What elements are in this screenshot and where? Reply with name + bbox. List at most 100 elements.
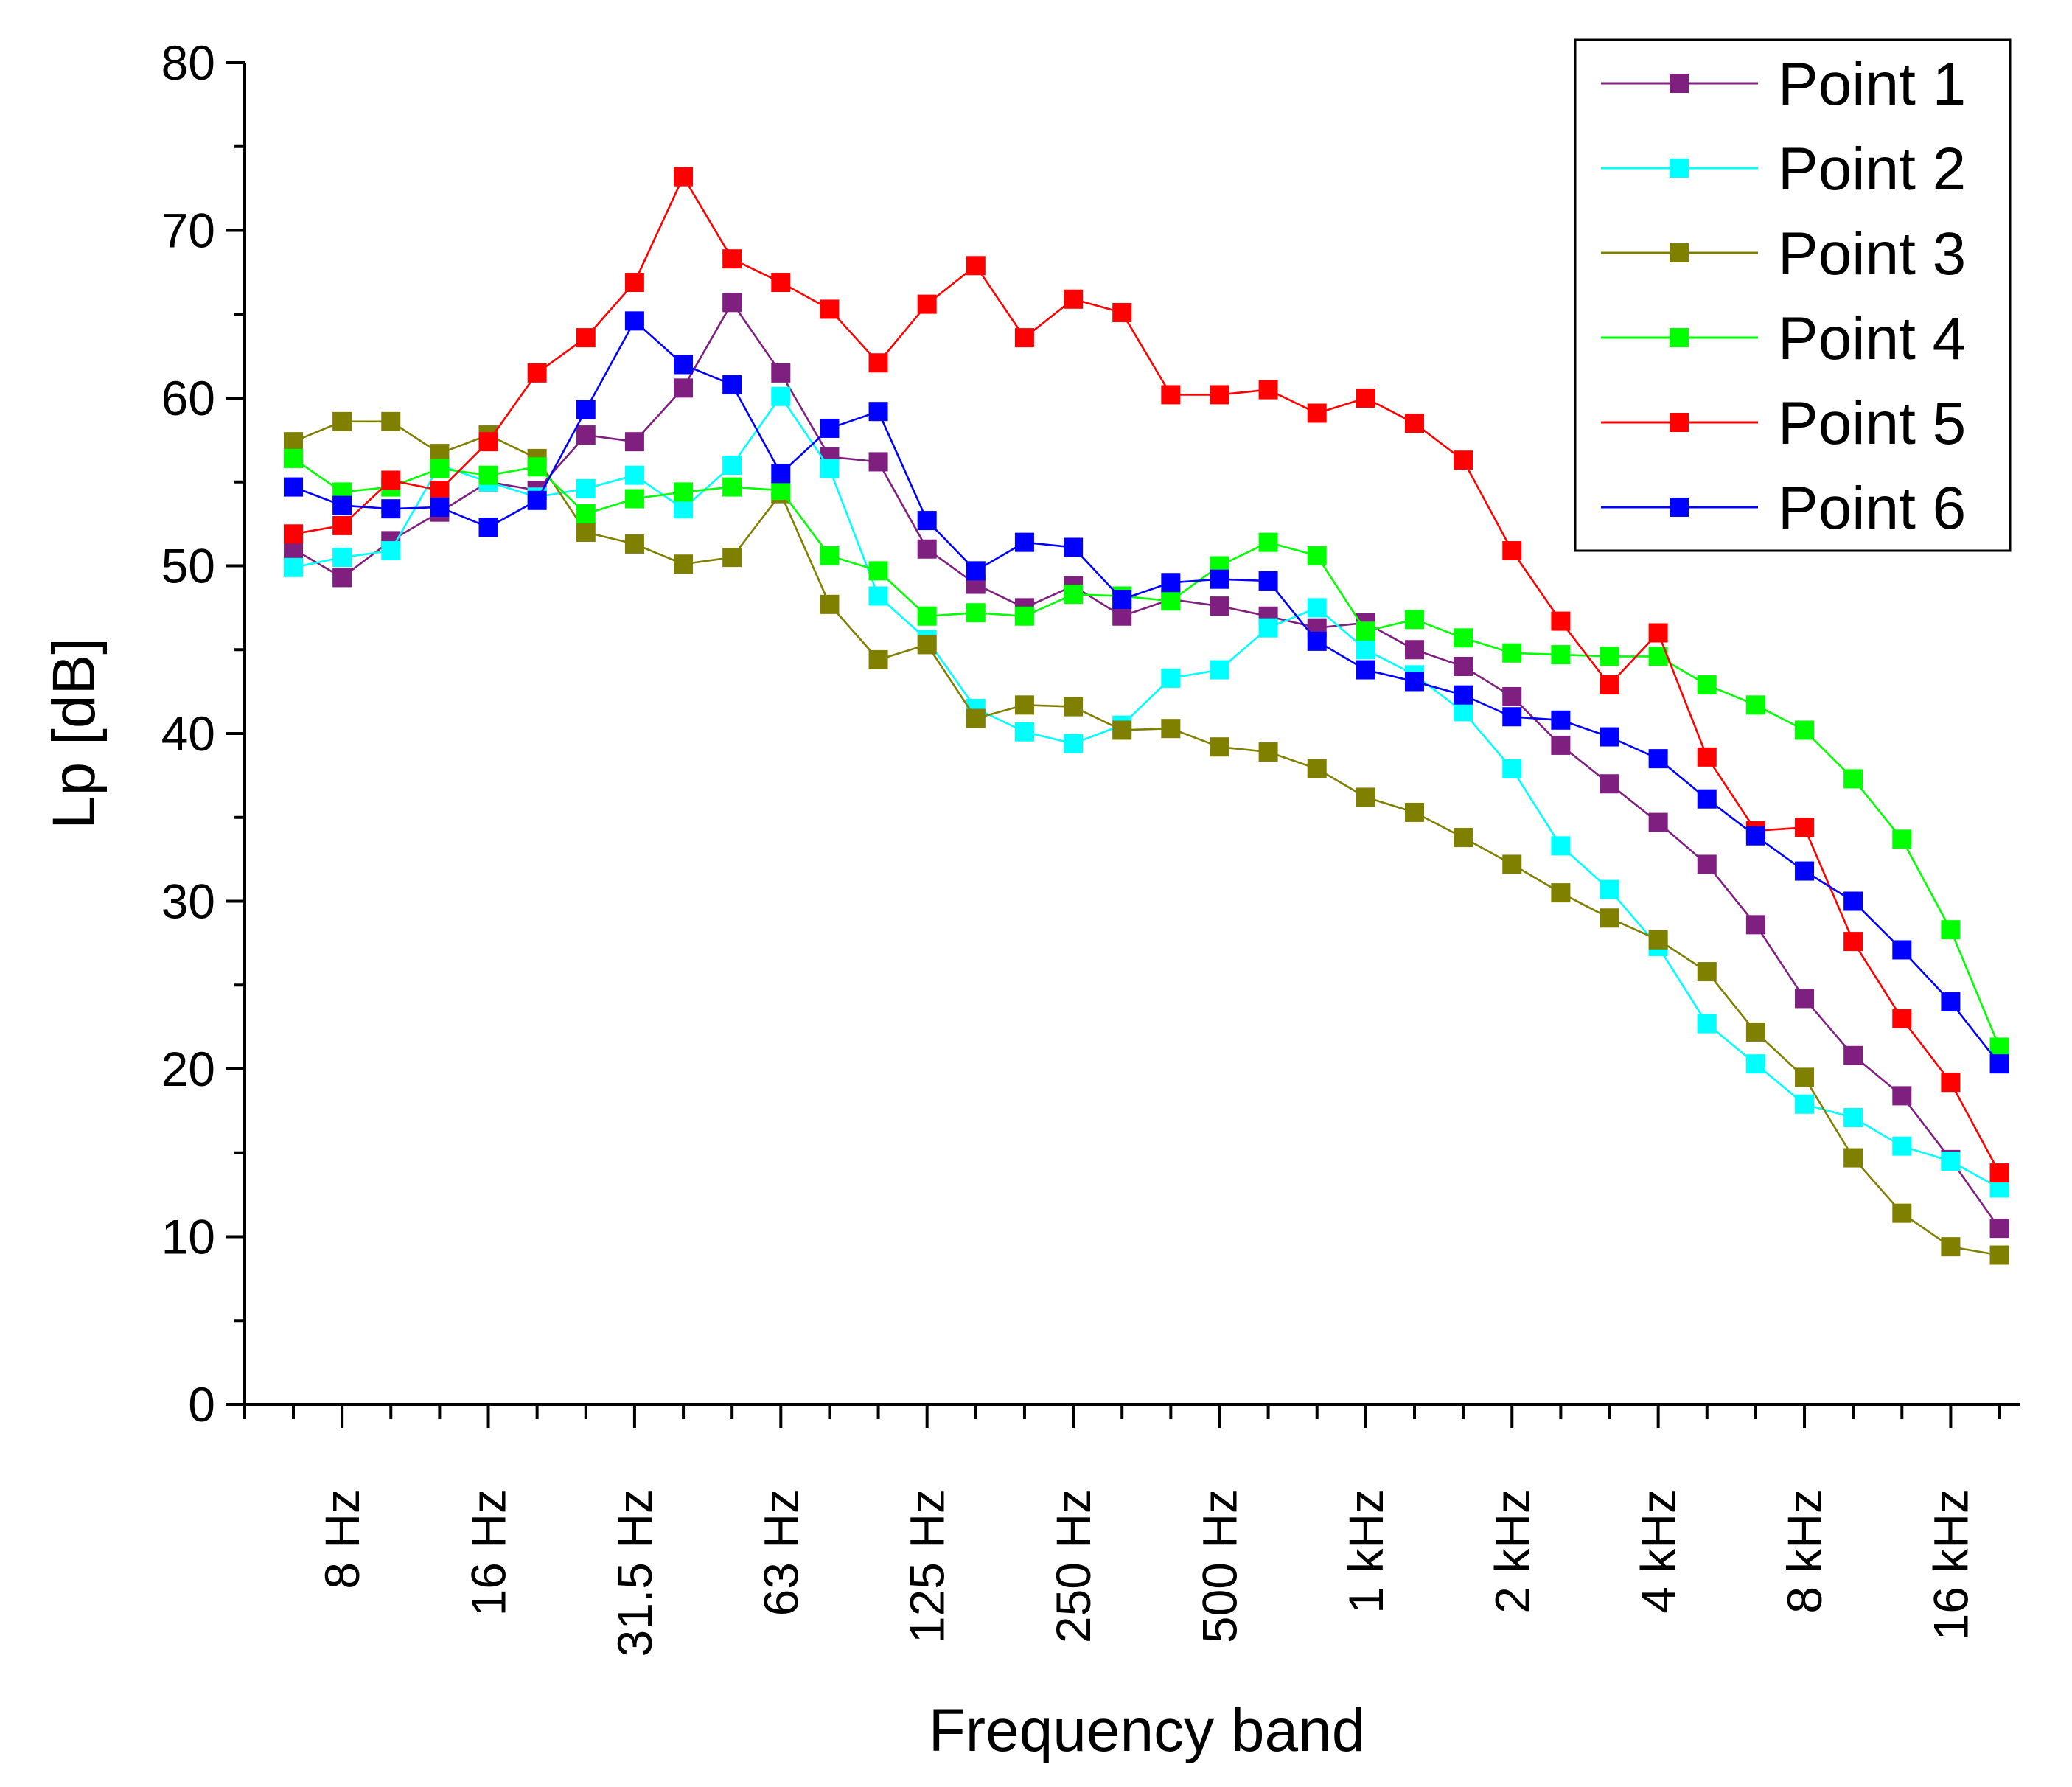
data-point-point-2 xyxy=(1307,598,1327,618)
data-point-point-6 xyxy=(1989,1054,2009,1074)
x-tick-label: 31.5 Hz xyxy=(607,1489,662,1657)
data-point-point-3 xyxy=(1892,1203,1912,1223)
data-point-point-4 xyxy=(430,459,450,478)
data-point-point-3 xyxy=(381,411,401,431)
data-point-point-4 xyxy=(1989,1037,2009,1057)
data-point-point-1 xyxy=(674,378,694,398)
y-tick-label: 60 xyxy=(161,371,215,425)
data-point-point-1 xyxy=(1892,1086,1912,1106)
data-point-point-2 xyxy=(284,557,303,577)
data-point-point-1 xyxy=(1745,915,1765,935)
data-point-point-1 xyxy=(722,293,742,313)
legend-label-point-1: Point 1 xyxy=(1778,51,1966,118)
data-point-point-5 xyxy=(1014,328,1034,348)
data-point-point-4 xyxy=(1697,675,1717,695)
data-point-point-2 xyxy=(1892,1136,1912,1156)
data-point-point-3 xyxy=(1210,737,1229,757)
legend-label-point-4: Point 4 xyxy=(1778,305,1966,372)
data-point-point-2 xyxy=(868,586,888,606)
data-point-point-3 xyxy=(1161,719,1181,739)
data-point-point-6 xyxy=(674,355,694,375)
data-point-point-6 xyxy=(1404,672,1424,692)
data-point-point-2 xyxy=(1551,836,1571,856)
data-point-point-1 xyxy=(1989,1219,2009,1239)
y-tick-label: 20 xyxy=(161,1042,215,1096)
data-point-point-6 xyxy=(1210,569,1229,589)
data-point-point-5 xyxy=(1210,385,1229,405)
data-point-point-5 xyxy=(820,299,840,319)
data-point-point-3 xyxy=(284,432,303,452)
data-point-point-2 xyxy=(1356,640,1375,660)
data-point-point-6 xyxy=(1941,992,1961,1011)
x-tick-label: 8 Hz xyxy=(315,1489,369,1589)
data-point-point-1 xyxy=(1600,774,1619,794)
data-point-point-5 xyxy=(1307,403,1327,423)
data-point-point-5 xyxy=(674,167,694,187)
data-point-point-5 xyxy=(1502,541,1522,561)
data-point-point-4 xyxy=(1941,920,1961,940)
data-point-point-3 xyxy=(1307,759,1327,778)
data-point-point-4 xyxy=(1404,610,1424,630)
data-point-point-3 xyxy=(1258,742,1278,762)
data-point-point-2 xyxy=(1161,668,1181,688)
legend-label-point-5: Point 5 xyxy=(1778,390,1966,457)
data-point-point-3 xyxy=(674,554,694,574)
data-point-point-4 xyxy=(527,457,547,477)
data-point-point-3 xyxy=(1697,962,1717,982)
data-point-point-3 xyxy=(1648,930,1668,950)
data-point-point-4 xyxy=(1843,769,1863,789)
data-point-point-1 xyxy=(1843,1045,1863,1065)
data-point-point-6 xyxy=(1112,590,1132,609)
data-point-point-6 xyxy=(820,418,840,438)
data-point-point-3 xyxy=(1551,883,1571,903)
data-point-point-2 xyxy=(1600,879,1619,899)
data-point-point-6 xyxy=(1307,631,1327,651)
data-point-point-6 xyxy=(1161,573,1181,593)
data-point-point-1 xyxy=(1404,640,1424,660)
series-point-6 xyxy=(284,311,2009,1074)
data-point-point-5 xyxy=(1404,414,1424,433)
data-point-point-5 xyxy=(1648,623,1668,643)
data-point-point-6 xyxy=(966,561,986,581)
data-point-point-2 xyxy=(381,541,401,561)
data-point-point-5 xyxy=(1551,611,1571,631)
data-point-point-1 xyxy=(1210,596,1229,616)
data-point-point-5 xyxy=(1064,289,1084,309)
y-tick-label: 0 xyxy=(188,1377,215,1432)
x-tick-label: 16 kHz xyxy=(1923,1489,1978,1640)
x-axis-label: Frequency band xyxy=(929,1697,1366,1764)
data-point-point-3 xyxy=(1356,787,1375,807)
series-point-5 xyxy=(284,167,2009,1183)
data-point-point-5 xyxy=(284,524,303,544)
y-tick-label: 30 xyxy=(161,874,215,929)
x-tick-label: 500 Hz xyxy=(1192,1489,1246,1643)
data-point-point-6 xyxy=(1745,826,1765,846)
data-point-point-2 xyxy=(674,499,694,519)
data-point-point-5 xyxy=(1112,302,1132,322)
data-point-point-5 xyxy=(1941,1073,1961,1093)
data-point-point-1 xyxy=(1454,657,1473,676)
x-tick-label: 250 Hz xyxy=(1046,1489,1100,1643)
data-point-point-2 xyxy=(722,456,742,475)
legend-marker-point-6 xyxy=(1670,498,1689,517)
data-point-point-5 xyxy=(1258,380,1278,400)
legend-marker-point-4 xyxy=(1670,328,1689,347)
x-tick-label: 63 Hz xyxy=(753,1489,808,1616)
data-point-point-6 xyxy=(1892,940,1912,960)
data-point-point-2 xyxy=(1745,1054,1765,1074)
data-point-point-5 xyxy=(381,470,401,490)
data-point-point-2 xyxy=(1697,1014,1717,1034)
data-point-point-1 xyxy=(868,452,888,472)
data-point-point-4 xyxy=(1892,829,1912,849)
data-point-point-4 xyxy=(1356,621,1375,641)
data-point-point-6 xyxy=(1502,707,1522,727)
y-tick-label: 80 xyxy=(161,35,215,90)
data-point-point-4 xyxy=(1600,647,1619,666)
data-point-point-6 xyxy=(332,495,352,515)
data-point-point-6 xyxy=(527,490,547,510)
data-point-point-2 xyxy=(576,478,596,498)
data-point-point-6 xyxy=(1258,571,1278,591)
data-point-point-3 xyxy=(868,649,888,669)
plot-series xyxy=(284,167,2009,1265)
